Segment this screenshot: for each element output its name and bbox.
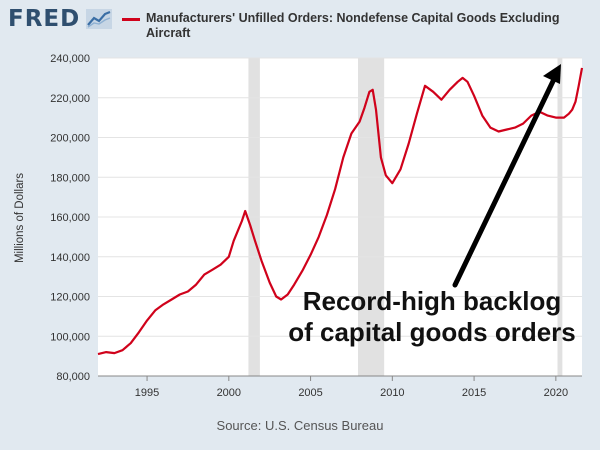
x-tick-label: 1995 xyxy=(135,387,159,399)
annotation-line-2: of capital goods orders xyxy=(288,317,576,347)
x-tick-label: 2005 xyxy=(298,387,322,399)
annotation-text: Record-high backlog of capital goods ord… xyxy=(262,286,600,348)
y-tick-label: 100,000 xyxy=(50,331,90,343)
annotation-arrow xyxy=(452,64,561,288)
legend-swatch xyxy=(122,18,140,21)
y-tick-label: 120,000 xyxy=(50,292,90,304)
x-tick-label: 2015 xyxy=(462,387,486,399)
y-tick-label: 80,000 xyxy=(56,371,90,383)
y-tick-label: 240,000 xyxy=(50,53,90,65)
fred-logo[interactable]: FRED xyxy=(8,6,81,32)
y-tick-label: 200,000 xyxy=(50,133,90,145)
line-chart-icon xyxy=(86,9,112,29)
x-tick-label: 2000 xyxy=(217,387,241,399)
chart-title: Manufacturers' Unfilled Orders: Nondefen… xyxy=(146,11,560,40)
y-tick-label: 180,000 xyxy=(50,172,90,184)
y-tick-label: 160,000 xyxy=(50,212,90,224)
series-line xyxy=(97,67,584,356)
header: FRED Manufacturers' Unfilled Orders: Non… xyxy=(0,0,600,50)
y-axis-label: Millions of Dollars xyxy=(14,172,26,264)
x-tick-label: 2010 xyxy=(380,387,404,399)
x-tick-label: 2020 xyxy=(544,387,568,399)
y-tick-label: 140,000 xyxy=(50,252,90,264)
annotation-line-1: Record-high backlog xyxy=(302,286,562,316)
source-note: Source: U.S. Census Bureau xyxy=(216,418,384,433)
y-tick-label: 220,000 xyxy=(50,93,90,105)
